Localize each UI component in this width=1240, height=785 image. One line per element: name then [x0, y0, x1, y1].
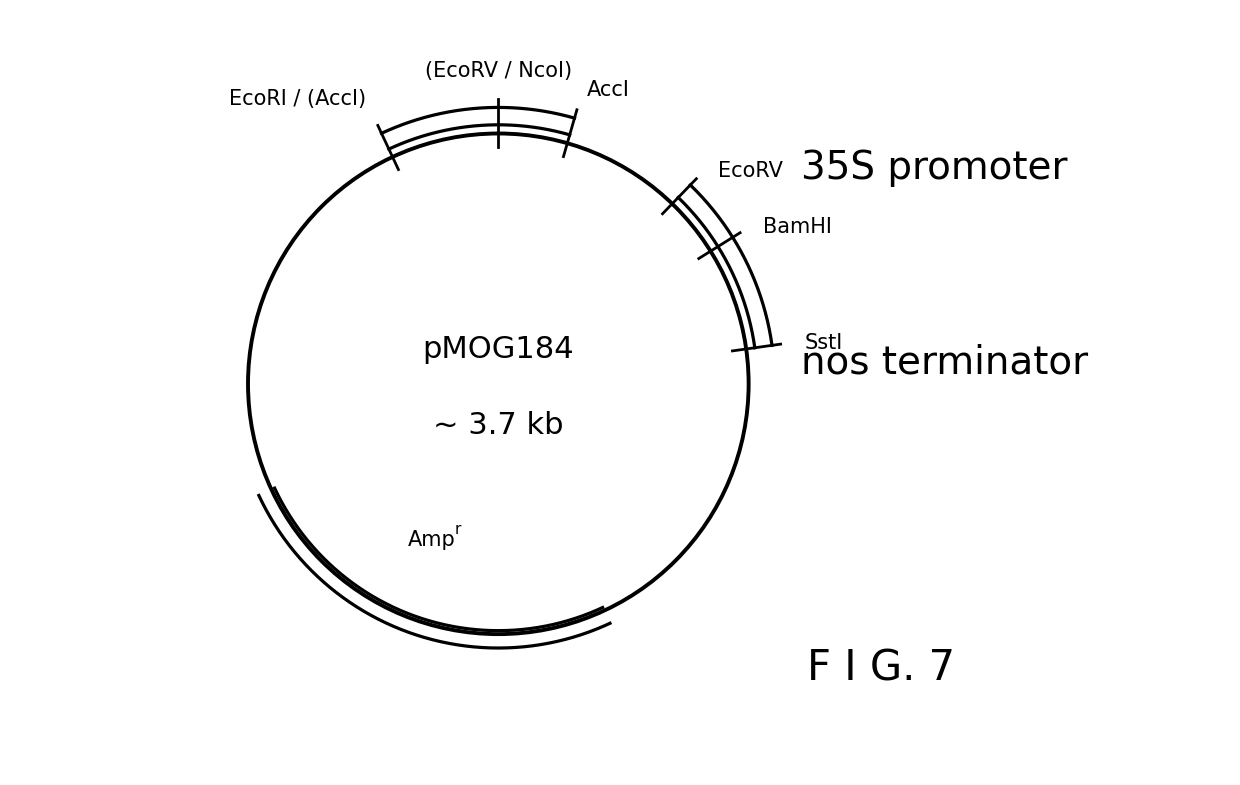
Text: (EcoRV / NcoI): (EcoRV / NcoI) — [425, 61, 572, 82]
Text: F I G. 7: F I G. 7 — [807, 648, 955, 690]
Text: pMOG184: pMOG184 — [423, 334, 574, 363]
Text: AccI: AccI — [587, 80, 630, 100]
Text: Amp: Amp — [408, 531, 455, 550]
Text: BamHI: BamHI — [763, 217, 832, 237]
Text: ~ 3.7 kb: ~ 3.7 kb — [433, 411, 563, 440]
Text: EcoRI / (AccI): EcoRI / (AccI) — [229, 89, 367, 109]
Text: 35S promoter: 35S promoter — [801, 149, 1068, 188]
Text: r: r — [455, 522, 461, 537]
Text: EcoRV: EcoRV — [718, 161, 782, 181]
Text: nos terminator: nos terminator — [801, 344, 1087, 382]
Text: SstI: SstI — [805, 333, 843, 352]
